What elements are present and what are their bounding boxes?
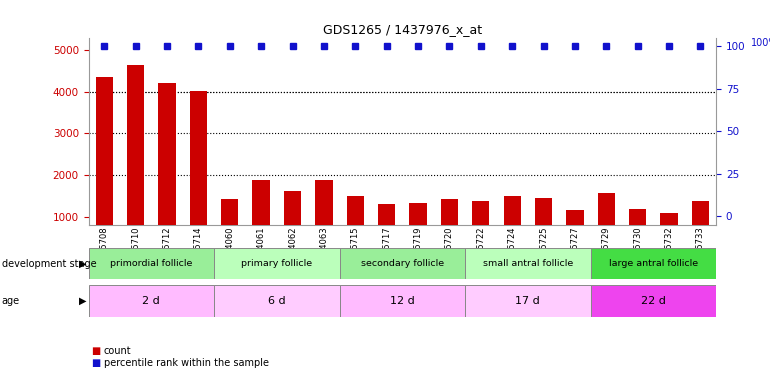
Bar — [629, 209, 646, 258]
Bar — [253, 180, 270, 258]
Bar — [127, 64, 144, 258]
Title: GDS1265 / 1437976_x_at: GDS1265 / 1437976_x_at — [323, 23, 482, 36]
Bar — [591, 285, 716, 317]
Bar — [378, 204, 395, 258]
Bar — [340, 285, 465, 317]
Text: ▶: ▶ — [79, 259, 87, 268]
Bar — [89, 248, 214, 279]
Text: age: age — [2, 296, 20, 306]
Bar — [89, 285, 214, 317]
Bar — [472, 201, 490, 258]
Text: primordial follicle: primordial follicle — [110, 259, 192, 268]
Bar — [159, 83, 176, 258]
Text: 12 d: 12 d — [390, 296, 415, 306]
Text: large antral follicle: large antral follicle — [609, 259, 698, 268]
Bar — [315, 180, 333, 258]
Text: 22 d: 22 d — [641, 296, 666, 306]
Bar — [189, 91, 207, 258]
Text: 6 d: 6 d — [268, 296, 286, 306]
Bar — [591, 248, 716, 279]
Text: 2 d: 2 d — [142, 296, 160, 306]
Bar — [410, 202, 427, 258]
Bar — [566, 210, 584, 258]
Text: ■: ■ — [91, 346, 100, 355]
Text: percentile rank within the sample: percentile rank within the sample — [104, 358, 269, 368]
Bar — [465, 285, 591, 317]
Bar — [598, 194, 615, 258]
Text: primary follicle: primary follicle — [241, 259, 313, 268]
Bar — [691, 201, 709, 258]
Bar — [214, 285, 340, 317]
Bar — [340, 248, 465, 279]
Bar — [465, 248, 591, 279]
Text: development stage: development stage — [2, 259, 96, 268]
Bar — [214, 248, 340, 279]
Text: secondary follicle: secondary follicle — [361, 259, 444, 268]
Text: 17 d: 17 d — [515, 296, 541, 306]
Bar — [346, 196, 364, 258]
Text: ■: ■ — [91, 358, 100, 368]
Bar — [504, 196, 521, 258]
Text: 100%: 100% — [751, 38, 770, 48]
Bar — [284, 191, 301, 258]
Bar — [535, 198, 552, 258]
Bar — [221, 199, 239, 258]
Bar — [661, 213, 678, 258]
Bar — [440, 199, 458, 258]
Text: small antral follicle: small antral follicle — [483, 259, 573, 268]
Bar — [95, 77, 113, 258]
Text: ▶: ▶ — [79, 296, 87, 306]
Text: count: count — [104, 346, 132, 355]
